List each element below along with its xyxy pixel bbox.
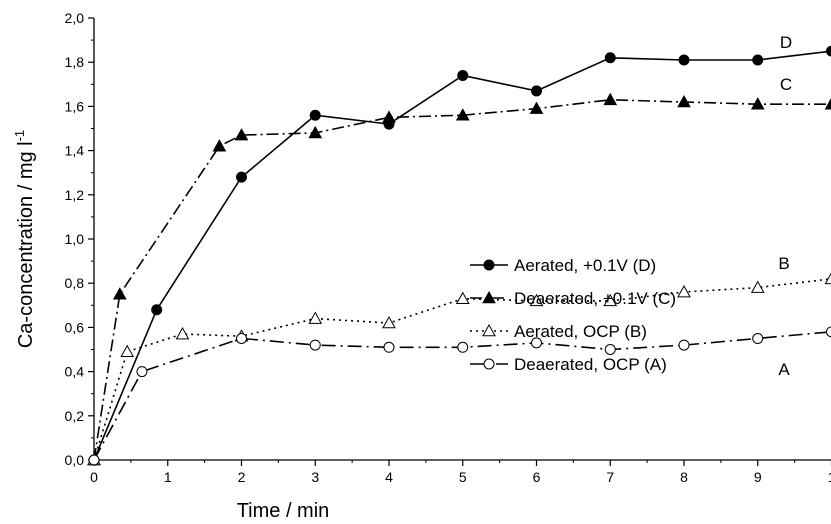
legend-marker-D <box>483 259 495 271</box>
data-point-B <box>455 291 470 304</box>
data-point-A <box>88 454 100 466</box>
curve-label-B: B <box>778 254 789 273</box>
x-tick-label: 4 <box>385 469 393 485</box>
data-point-C <box>750 97 765 110</box>
legend-marker-C <box>482 290 496 304</box>
y-tick-label: 1,2 <box>65 187 85 203</box>
x-tick-label: 8 <box>680 469 688 485</box>
data-point-C <box>234 128 249 141</box>
x-tick-label: 1 <box>164 469 172 485</box>
data-point-A <box>457 341 469 353</box>
legend-marker-B <box>482 323 496 337</box>
data-point-D <box>309 109 321 121</box>
data-point-C <box>382 110 396 123</box>
y-tick-label: 1,4 <box>65 143 85 159</box>
y-tick-label: 0,4 <box>65 364 85 380</box>
axes: 0,0 0,2 0,4 0,6 0,8 1,0 1,2 1,4 1,6 1,8 2,0 0 1 2 3 4 5 6… <box>65 10 831 485</box>
data-point-D <box>457 69 469 81</box>
data-point-A <box>678 339 690 351</box>
data-point-B <box>750 280 765 293</box>
curve-label-A: A <box>778 360 790 379</box>
data-point-C <box>824 98 831 110</box>
y-tick-label: 0,6 <box>65 319 85 335</box>
data-point-B <box>529 293 544 307</box>
data-point-A <box>604 344 616 355</box>
x-tick-label: 1 <box>828 469 831 485</box>
data-point-B <box>175 327 190 340</box>
data-point-A <box>236 332 247 344</box>
y-tick-label: 0,0 <box>65 452 85 468</box>
data-point-A <box>136 366 148 378</box>
x-axis-title: Time / min <box>237 500 330 522</box>
y-tick-label: 1,8 <box>65 54 85 70</box>
legend-marker-A <box>483 358 495 370</box>
data-point-A <box>531 337 542 349</box>
data-point-A <box>826 326 831 338</box>
data-point-D <box>604 52 616 64</box>
legend-label-A: Deaerated, OCP (A) <box>514 355 667 374</box>
data-point-D <box>151 304 163 316</box>
curve-label-C: C <box>780 75 792 94</box>
data-point-B <box>308 311 323 324</box>
y-axis-title: Ca-concentration / mg l-1 <box>12 130 37 348</box>
x-tick-label: 9 <box>754 469 762 485</box>
y-axis-title-superscript: -1 <box>12 130 27 142</box>
data-point-C <box>677 94 691 108</box>
data-point-B <box>677 285 691 298</box>
data-point-D <box>236 171 247 183</box>
data-point-B <box>382 315 396 329</box>
data-point-D <box>678 54 690 66</box>
legend-label-D: Aerated, +0.1V (D) <box>514 256 656 275</box>
legend-label-C: Deaerated, +0.1V (C) <box>514 289 676 308</box>
legend-label-B: Aerated, OCP (B) <box>514 322 647 341</box>
x-tick-label: 0 <box>90 469 98 485</box>
data-point-B <box>603 293 618 307</box>
x-tick-label: 3 <box>311 469 319 485</box>
data-point-C <box>308 125 323 139</box>
series-line-C <box>93 98 831 461</box>
series-B <box>87 272 831 466</box>
series-layer <box>87 45 831 466</box>
y-tick-label: 1,6 <box>65 98 85 114</box>
x-tick-label: 2 <box>238 469 246 485</box>
series-A <box>88 326 831 466</box>
x-tick-label: 6 <box>533 469 541 485</box>
data-point-C <box>603 92 618 106</box>
data-point-D <box>531 85 542 97</box>
data-point-A <box>309 339 321 351</box>
data-point-D <box>752 54 764 66</box>
series-line-B <box>93 278 831 461</box>
data-point-C <box>112 287 127 300</box>
data-point-C <box>455 108 470 121</box>
curve-labels: D C B A <box>778 33 792 379</box>
y-tick-label: 1,0 <box>65 231 85 247</box>
data-point-B <box>120 344 135 358</box>
y-tick-label: 0,8 <box>65 275 85 291</box>
data-point-A <box>383 341 395 353</box>
data-point-B <box>824 272 831 285</box>
data-point-A <box>752 332 764 344</box>
data-point-D <box>826 45 831 57</box>
x-tick-label: 7 <box>606 469 614 485</box>
series-C <box>87 92 831 466</box>
data-point-C <box>212 139 227 152</box>
x-tick-label: 5 <box>459 469 467 485</box>
curve-label-D: D <box>780 33 792 52</box>
y-axis-title-main: Ca-concentration / mg l <box>15 141 37 348</box>
y-tick-label: 2,0 <box>65 10 85 26</box>
y-tick-label: 0,2 <box>65 408 85 424</box>
legend: Aerated, +0.1V (D) Deaerated, +0.1V (C) Ae… <box>470 256 676 374</box>
series-D <box>88 45 831 466</box>
data-point-C <box>529 101 544 114</box>
